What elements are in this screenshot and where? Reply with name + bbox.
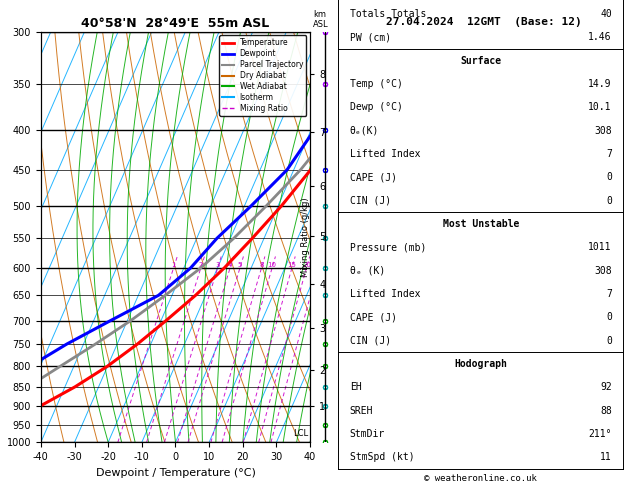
Text: θₑ(K): θₑ(K) [350, 126, 379, 136]
Text: 27.04.2024  12GMT  (Base: 12): 27.04.2024 12GMT (Base: 12) [386, 17, 582, 27]
Text: CAPE (J): CAPE (J) [350, 312, 397, 322]
Text: 8: 8 [259, 262, 264, 268]
Text: Totals Totals: Totals Totals [350, 9, 426, 19]
Text: 7: 7 [606, 149, 612, 159]
Text: PW (cm): PW (cm) [350, 33, 391, 42]
Text: 308: 308 [594, 126, 612, 136]
Text: 1: 1 [171, 262, 175, 268]
Text: EH: EH [350, 382, 362, 392]
Text: 92: 92 [600, 382, 612, 392]
Text: 2: 2 [199, 262, 203, 268]
Text: Surface: Surface [460, 56, 501, 66]
Text: © weatheronline.co.uk: © weatheronline.co.uk [425, 474, 537, 483]
Text: StmSpd (kt): StmSpd (kt) [350, 452, 415, 462]
Text: CAPE (J): CAPE (J) [350, 173, 397, 182]
Text: SREH: SREH [350, 406, 373, 416]
Text: 1.46: 1.46 [588, 33, 612, 42]
Title: 40°58'N  28°49'E  55m ASL: 40°58'N 28°49'E 55m ASL [81, 17, 270, 31]
Text: CIN (J): CIN (J) [350, 196, 391, 206]
Text: StmDir: StmDir [350, 429, 385, 439]
Text: 11: 11 [600, 452, 612, 462]
Text: θₑ (K): θₑ (K) [350, 266, 385, 276]
Text: 308: 308 [594, 266, 612, 276]
Text: 3: 3 [215, 262, 220, 268]
Text: 7: 7 [606, 289, 612, 299]
Text: 14.9: 14.9 [588, 79, 612, 89]
Text: Most Unstable: Most Unstable [443, 219, 519, 229]
Y-axis label: Mixing Ratio (g/kg): Mixing Ratio (g/kg) [301, 197, 310, 277]
Text: 0: 0 [606, 173, 612, 182]
X-axis label: Dewpoint / Temperature (°C): Dewpoint / Temperature (°C) [96, 468, 255, 478]
Text: 1011: 1011 [588, 243, 612, 252]
Text: 0: 0 [606, 312, 612, 322]
Text: 0: 0 [606, 196, 612, 206]
Text: 0: 0 [606, 336, 612, 346]
Text: Lifted Index: Lifted Index [350, 149, 420, 159]
Text: km
ASL: km ASL [313, 10, 329, 29]
Text: Dewp (°C): Dewp (°C) [350, 103, 403, 112]
Text: Temp (°C): Temp (°C) [350, 79, 403, 89]
Text: LCL: LCL [293, 429, 308, 438]
Text: kt: kt [389, 28, 399, 37]
Text: 20: 20 [302, 262, 311, 268]
Text: 40: 40 [600, 9, 612, 19]
Text: 88: 88 [600, 406, 612, 416]
Text: 15: 15 [287, 262, 296, 268]
Text: 5: 5 [238, 262, 242, 268]
Text: 211°: 211° [588, 429, 612, 439]
Text: Hodograph: Hodograph [454, 359, 507, 369]
Text: 10: 10 [267, 262, 277, 268]
Y-axis label: hPa: hPa [0, 227, 1, 247]
Legend: Temperature, Dewpoint, Parcel Trajectory, Dry Adiabat, Wet Adiabat, Isotherm, Mi: Temperature, Dewpoint, Parcel Trajectory… [219, 35, 306, 116]
Text: Pressure (mb): Pressure (mb) [350, 243, 426, 252]
Text: Lifted Index: Lifted Index [350, 289, 420, 299]
Text: 10.1: 10.1 [588, 103, 612, 112]
Text: 4: 4 [228, 262, 232, 268]
Text: CIN (J): CIN (J) [350, 336, 391, 346]
